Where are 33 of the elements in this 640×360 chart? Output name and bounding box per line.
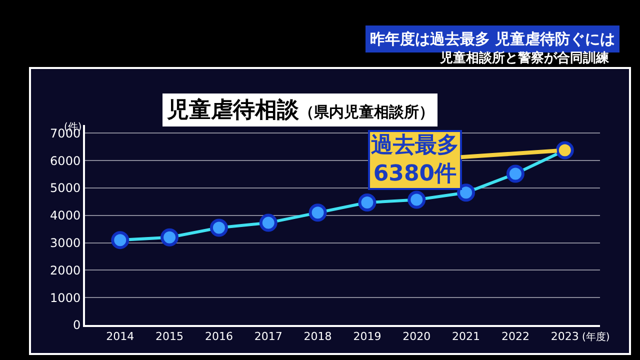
x-tick-label: 2020 <box>402 330 431 344</box>
y-tick-label: 4000 <box>50 208 81 223</box>
point <box>358 194 376 212</box>
x-tick-label: 2018 <box>304 330 332 344</box>
x-tick-label: 2014 <box>106 330 134 344</box>
point <box>111 231 130 250</box>
x-tick-label: 2017 <box>254 330 282 344</box>
point <box>259 214 278 232</box>
x-tick-label: 2022 <box>501 330 530 344</box>
chart-title: 児童虐待相談 <box>166 97 300 123</box>
x-tick-label: 2023 <box>550 330 579 344</box>
x-tick-label: 2015 <box>156 330 184 344</box>
point <box>308 204 327 222</box>
x-tick-label: 2016 <box>204 330 233 344</box>
chart-subtitle: （県内児童相談所） <box>299 103 434 121</box>
point <box>457 184 476 202</box>
y-tick-label: 1000 <box>50 290 81 305</box>
y-tick-label: 3000 <box>50 236 81 250</box>
y-tick-label: 6000 <box>50 154 81 168</box>
y-tick-label: 0 <box>72 318 81 332</box>
x-axis-title: (年度) <box>582 331 610 343</box>
point <box>408 190 426 209</box>
annotation: 過去最多 6380件 <box>371 133 459 187</box>
point <box>556 141 574 160</box>
x-tick-label: 2021 <box>452 330 480 344</box>
text: 児童相談所と警察が合同訓練 <box>439 50 610 66</box>
text: 昨年度は過去最多 児童虐待防ぐには <box>370 30 616 48</box>
point <box>506 164 524 183</box>
y-tick-label: 5000 <box>50 181 81 196</box>
point <box>160 228 179 246</box>
x-tick-label: 2019 <box>353 330 382 344</box>
point <box>210 218 228 237</box>
y-tick-label: 2000 <box>50 263 81 278</box>
